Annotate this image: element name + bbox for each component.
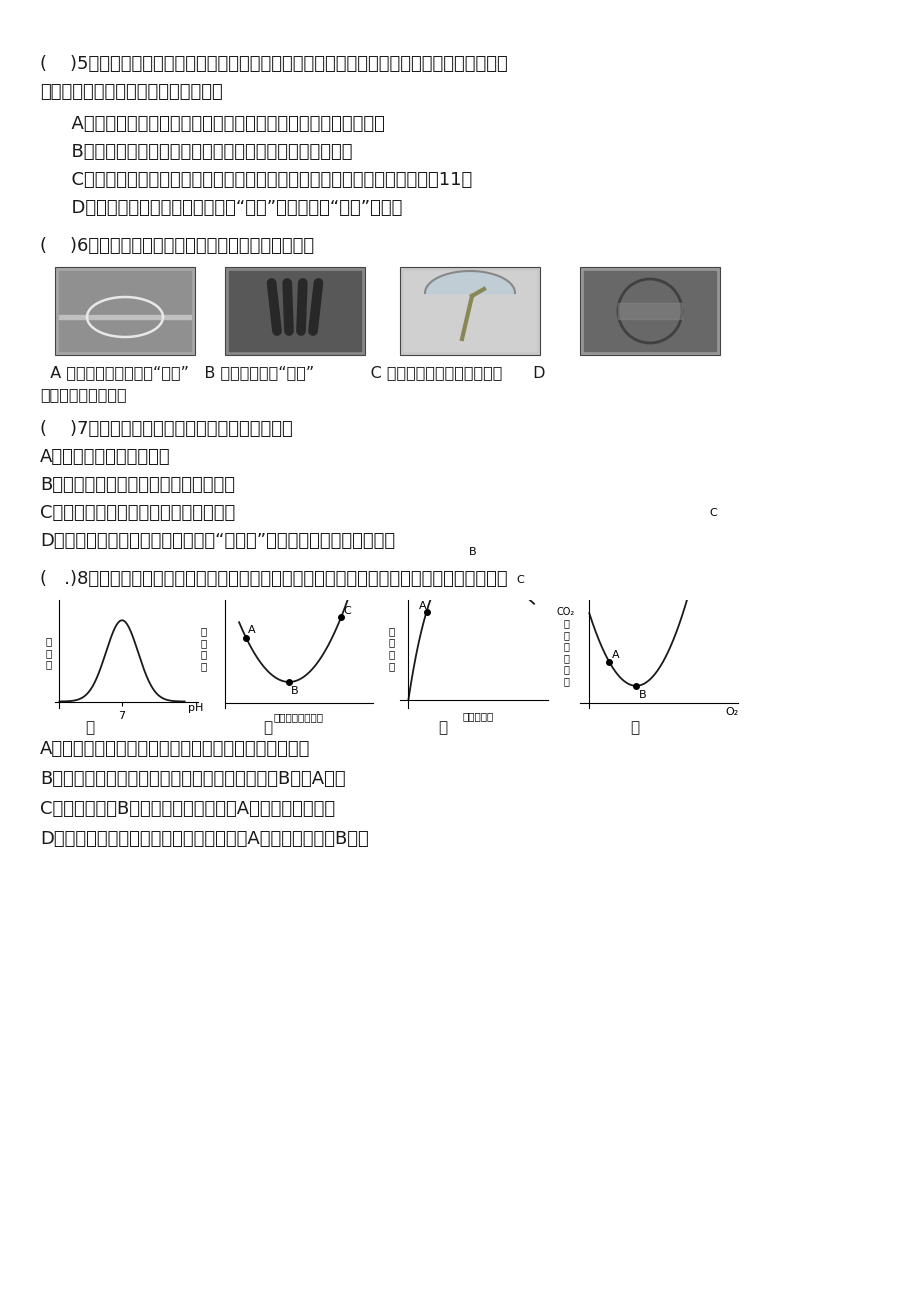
Text: 生长素浓度: 生长素浓度: [462, 711, 494, 721]
Text: D．图丁中，香蕉储藏室的氧气浓度调整到A点时的效果要比B点好: D．图丁中，香蕉储藏室的氧气浓度调整到A点时的效果要比B点好: [40, 829, 369, 848]
Text: (    )6．图中所示的光现象中，由于光的折射形成的是: ( )6．图中所示的光现象中，由于光的折射形成的是: [40, 237, 313, 255]
Text: A: A: [247, 625, 255, 634]
Text: B．图乙中，害虫种群中抗药性害虫所占的百分比B点比A点大: B．图乙中，害虫种群中抗药性害虫所占的百分比B点比A点大: [40, 769, 346, 788]
Text: B: B: [638, 690, 645, 699]
Text: (    )5．太阳对我们地球上的生命来说有着特殊的意义，我们的吃穿住行都与太阳息息相关。下: ( )5．太阳对我们地球上的生命来说有着特殊的意义，我们的吃穿住行都与太阳息息相…: [40, 55, 507, 73]
Text: 丙: 丙: [437, 720, 447, 736]
Text: 酶
活
性: 酶 活 性: [46, 637, 51, 669]
Text: A．图甲中，曲线表示人体中所有的酶作用时的偲化特征: A．图甲中，曲线表示人体中所有的酶作用时的偲化特征: [40, 740, 310, 758]
Text: A．地震是地壳运动的表现: A．地震是地壳运动的表现: [40, 448, 170, 466]
Text: B: B: [290, 686, 298, 695]
Text: (   .)8．甲、乙、丙、丁四幅图分别表示有关的生物学过程，下列相应曲线的描述中，正确的是: ( .)8．甲、乙、丙、丁四幅图分别表示有关的生物学过程，下列相应曲线的描述中，…: [40, 570, 507, 589]
Text: (    )7．关于地球的有关知识，以下说法正确的是: ( )7．关于地球的有关知识，以下说法正确的是: [40, 421, 292, 437]
Text: 乙: 乙: [263, 720, 272, 736]
Text: 生
长
速
度: 生 长 速 度: [388, 626, 394, 671]
Text: 甲: 甲: [85, 720, 94, 736]
Text: C．太阳黑子的多少和大小，往往作为太阳活动强弱的标志，其活动周期约为11年: C．太阳黑子的多少和大小，往往作为太阳活动强弱的标志，其活动周期约为11年: [60, 171, 471, 189]
Text: A: A: [611, 650, 618, 660]
Text: 施用同一农药次数: 施用同一农药次数: [274, 712, 323, 721]
Text: B．太阳的大气层从里到外依次为色球层、光球层和日冉层: B．太阳的大气层从里到外依次为色球层、光球层和日冉层: [60, 143, 352, 161]
Text: C: C: [516, 575, 524, 585]
Text: C．图丙中，若B点为茎向光侧浓度，则A点为茎背光侧浓度: C．图丙中，若B点为茎向光侧浓度，则A点为茎背光侧浓度: [40, 799, 335, 818]
Text: CO₂
释
放
的
相
对
量: CO₂ 释 放 的 相 对 量: [556, 607, 574, 686]
FancyBboxPatch shape: [225, 267, 365, 355]
Text: pH: pH: [187, 703, 203, 713]
Text: D．地球的岩石圈好像一整块拼好的“七巧板”，说明全球由七大板块组成: D．地球的岩石圈好像一整块拼好的“七巧板”，说明全球由七大板块组成: [40, 533, 394, 549]
Text: 昆
虫
数
量: 昆 虫 数 量: [200, 626, 207, 671]
Text: 景物在凸面镜中成像: 景物在凸面镜中成像: [40, 387, 127, 402]
Text: 丁: 丁: [630, 720, 639, 736]
Text: D．我们透过地球的大气层看到的“太阳”，实际上是“太阳”的虚像: D．我们透过地球的大气层看到的“太阳”，实际上是“太阳”的虚像: [60, 199, 402, 217]
Text: C: C: [709, 508, 717, 518]
Text: B: B: [468, 547, 476, 557]
FancyBboxPatch shape: [579, 267, 720, 355]
Text: C．火山地震是引起地壳变动的主要原因: C．火山地震是引起地壳变动的主要原因: [40, 504, 235, 522]
Text: A．太阳是离我们最近的一颗恒星，其释放的能量其实是一种核能: A．太阳是离我们最近的一颗恒星，其释放的能量其实是一种核能: [60, 115, 384, 133]
Text: A 赵州桥在水中形成的“倒影”   B 手在墙上形成“手影”           C 筷子好像在水面处向上弯折      D: A 赵州桥在水中形成的“倒影” B 手在墙上形成“手影” C 筷子好像在水面处向…: [40, 365, 545, 380]
Text: O₂: O₂: [724, 707, 738, 716]
Text: C: C: [343, 605, 350, 616]
Text: B．地球内部圈层结构中，最内层是地幔: B．地球内部圈层结构中，最内层是地幔: [40, 477, 234, 493]
Text: 列关于太阳的叙述中，不正确的一项是: 列关于太阳的叙述中，不正确的一项是: [40, 83, 222, 102]
Text: A: A: [418, 600, 425, 611]
FancyBboxPatch shape: [55, 267, 195, 355]
FancyBboxPatch shape: [400, 267, 539, 355]
